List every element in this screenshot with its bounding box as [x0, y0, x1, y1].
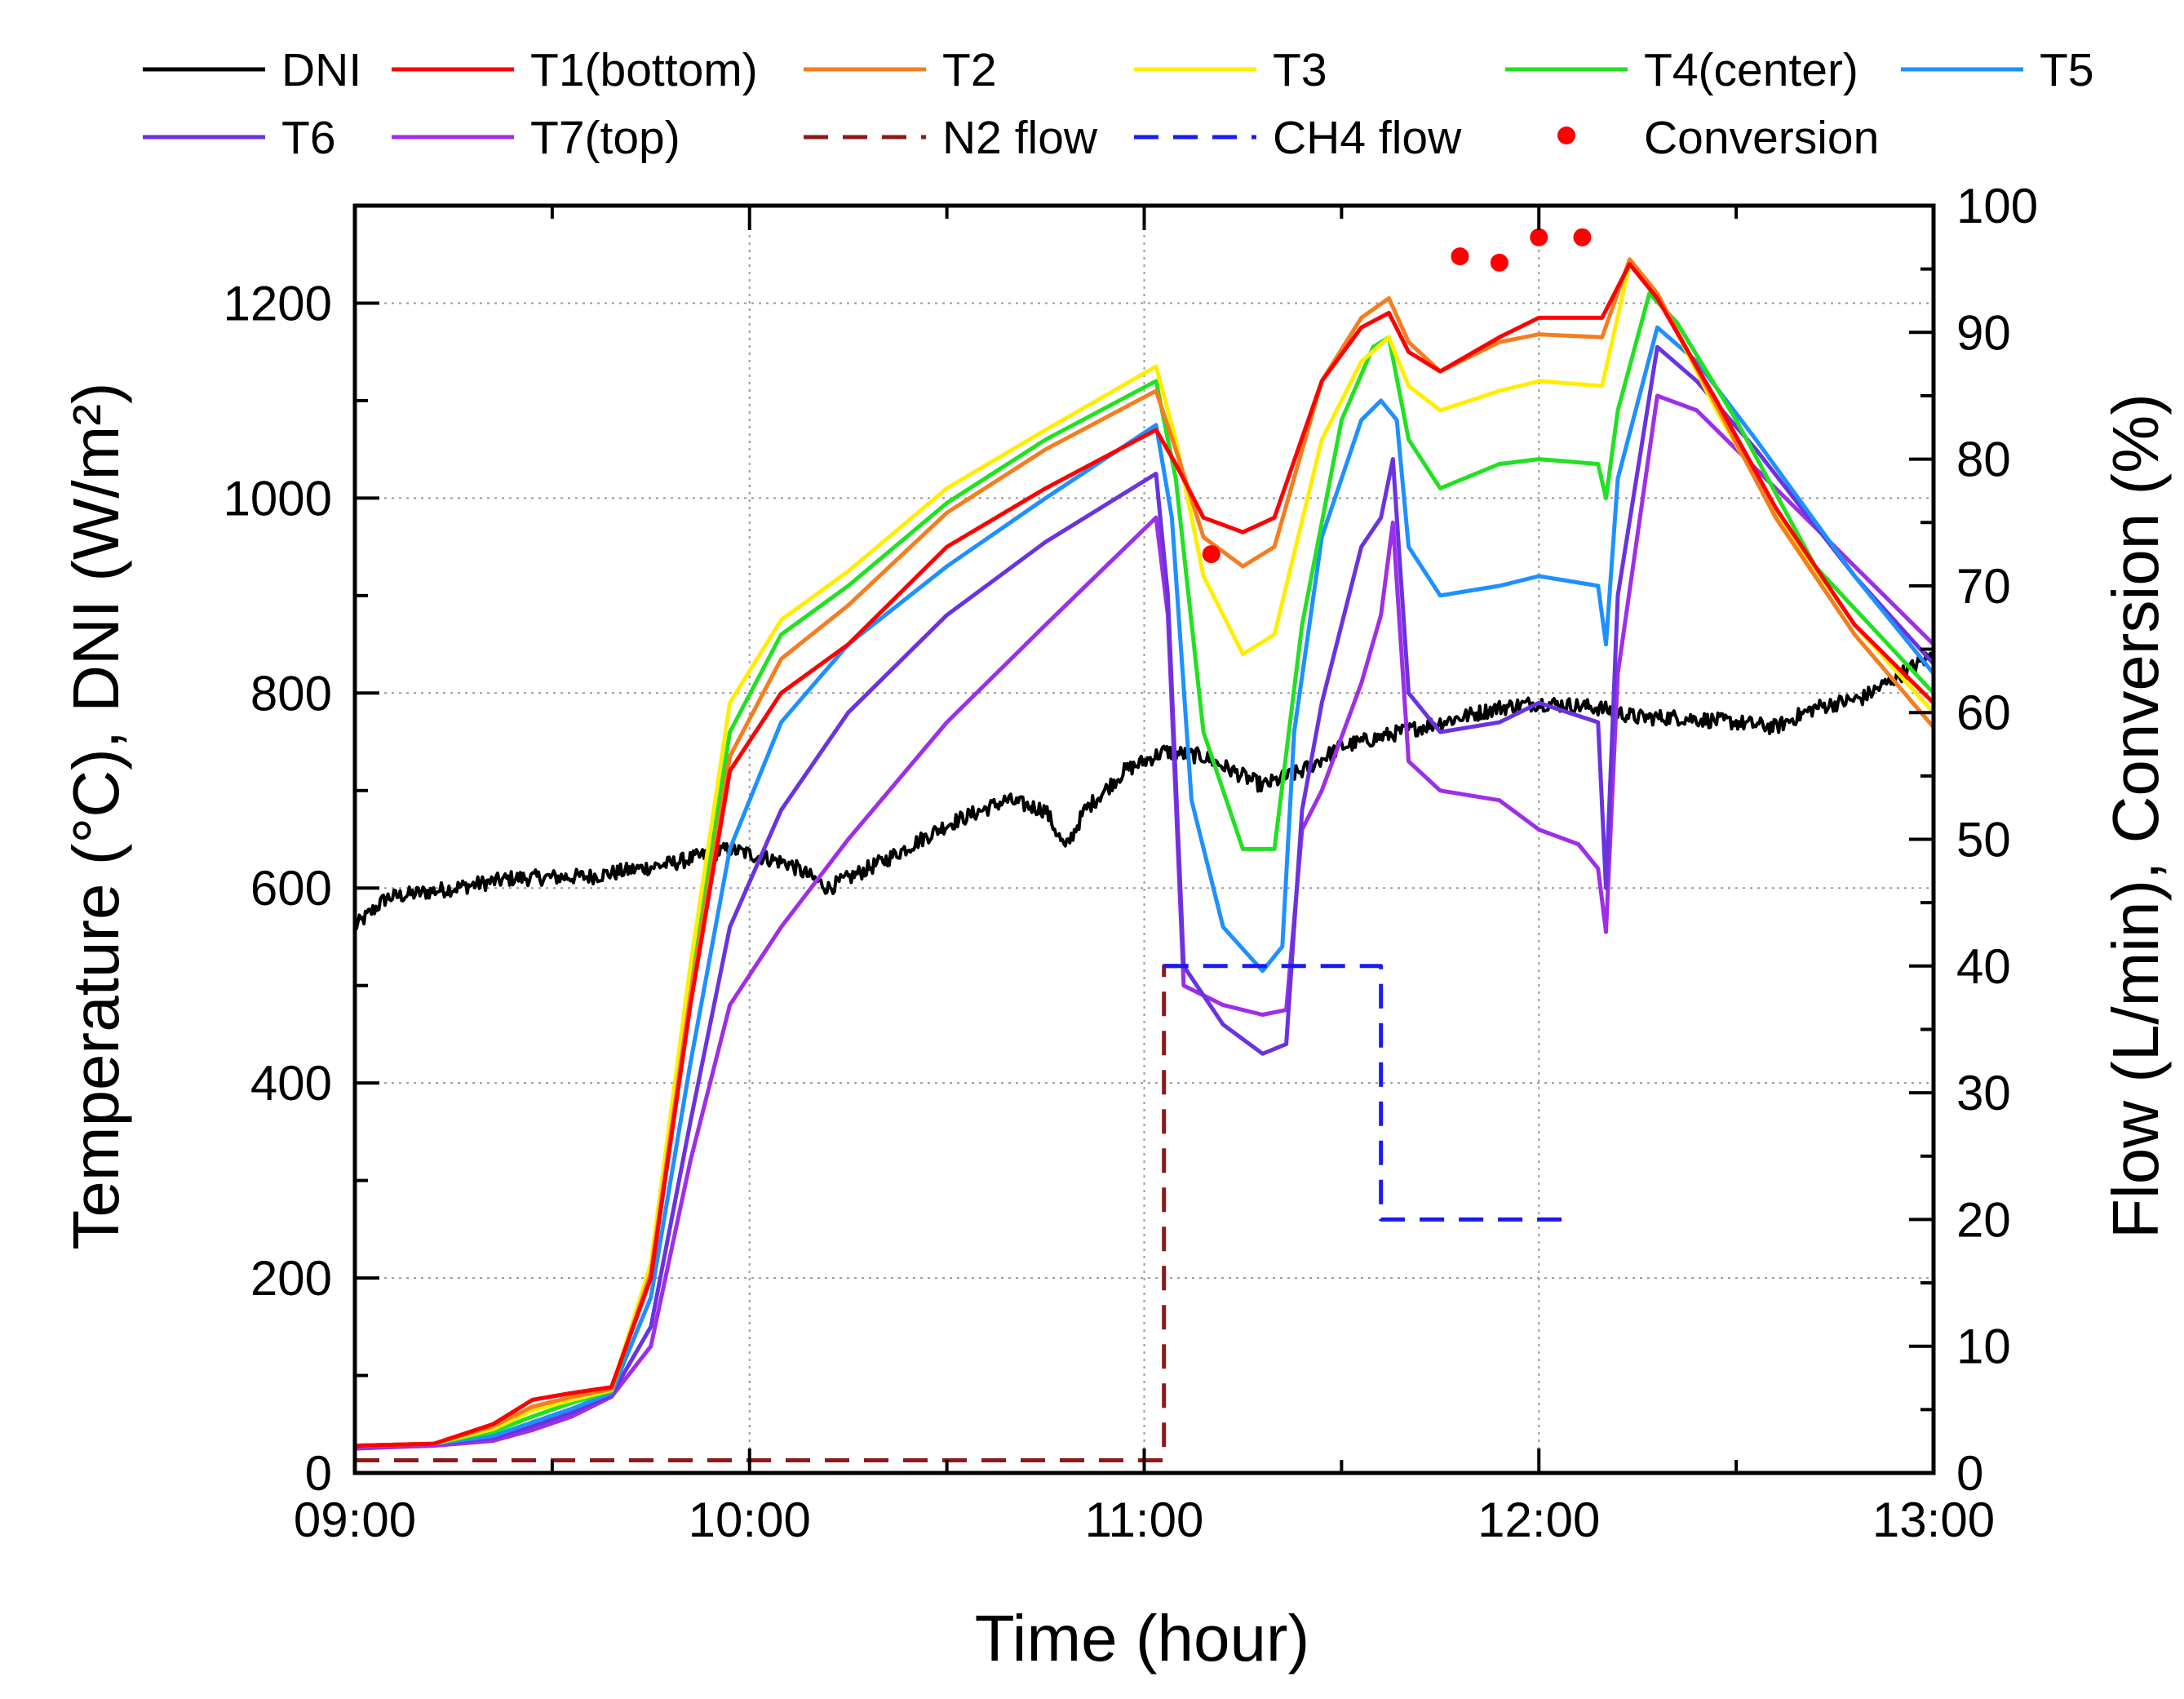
legend-label-t7-top: T7(top) — [530, 112, 680, 164]
legend-label-t4-center: T4(center) — [1644, 44, 1858, 96]
y-right-tick-label: 30 — [1956, 1066, 2011, 1120]
series-line-t5 — [354, 325, 1935, 1448]
y-right-tick-label: 70 — [1956, 559, 2011, 614]
y-right-tick-label: 0 — [1956, 1446, 1983, 1501]
series-line-n2-flow — [355, 964, 1184, 1462]
series-line-dni — [353, 651, 1935, 930]
legend-label-dni: DNI — [281, 44, 361, 96]
series-line-t7-top — [354, 393, 1935, 1451]
conversion-point — [1490, 253, 1508, 272]
y-right-tick-label: 80 — [1956, 433, 2011, 487]
x-tick-label: 13:00 — [1872, 1493, 1995, 1547]
x-tick-label: 09:00 — [294, 1493, 416, 1547]
y-tick-label: 200 — [250, 1251, 332, 1306]
series-line-ch4-flow — [1163, 964, 1570, 1222]
legend-label-t6: T6 — [281, 112, 336, 164]
conversion-point — [1451, 247, 1469, 266]
y-right-tick-label: 40 — [1956, 939, 2011, 994]
y-tick-label: 0 — [305, 1446, 332, 1501]
series-line-t1-bottom — [354, 262, 1935, 1448]
grid — [355, 206, 1934, 1473]
legend-label-ch4-flow: CH4 flow — [1273, 112, 1462, 164]
series-line-t6 — [354, 344, 1935, 1448]
series-layer — [353, 228, 1935, 1462]
y-right-tick-label: 90 — [1956, 305, 2011, 360]
legend-label-t2: T2 — [942, 44, 997, 96]
y-right-tick-label: 10 — [1956, 1320, 2011, 1374]
y-axis-right-title: Flow (L/min), Conversion (%) — [2099, 393, 2172, 1239]
legend-label-t3: T3 — [1273, 44, 1327, 96]
legend-label-n2-flow: N2 flow — [942, 112, 1098, 164]
x-axis-title: Time (hour) — [975, 1602, 1309, 1675]
x-tick-label: 12:00 — [1477, 1493, 1600, 1547]
x-tick-label: 11:00 — [1085, 1493, 1204, 1547]
conversion-point — [1202, 545, 1220, 564]
y-right-tick-label: 50 — [1956, 813, 2011, 867]
y-tick-label: 1200 — [224, 276, 332, 330]
legend-swatch-conversion — [1557, 126, 1575, 144]
y-right-tick-label: 100 — [1956, 179, 2038, 233]
y-tick-label: 800 — [250, 666, 332, 721]
y-axis-title: Temperature (°C), DNI (W/m²) — [60, 382, 132, 1249]
y-right-tick-label: 60 — [1956, 685, 2011, 740]
axes-layer: 09:00 10:00 11:00 12:00 13:00020040060080010… — [224, 179, 2039, 1547]
conversion-point — [1573, 228, 1592, 246]
y-right-tick-label: 20 — [1956, 1192, 2011, 1247]
legend-label-t5: T5 — [2040, 44, 2094, 96]
y-tick-label: 600 — [250, 861, 332, 916]
legend-label-t1-bottom: T1(bottom) — [530, 44, 758, 96]
y-tick-label: 400 — [250, 1056, 332, 1111]
x-tick-label: 10:00 — [689, 1493, 811, 1547]
legend-label-conversion: Conversion — [1644, 112, 1879, 164]
legend: DNI T1(bottom) T2 T3 T4(center) T5 T6 T7(top) N2… — [143, 44, 2094, 164]
conversion-point — [1530, 228, 1548, 246]
y-tick-label: 1000 — [224, 471, 332, 526]
